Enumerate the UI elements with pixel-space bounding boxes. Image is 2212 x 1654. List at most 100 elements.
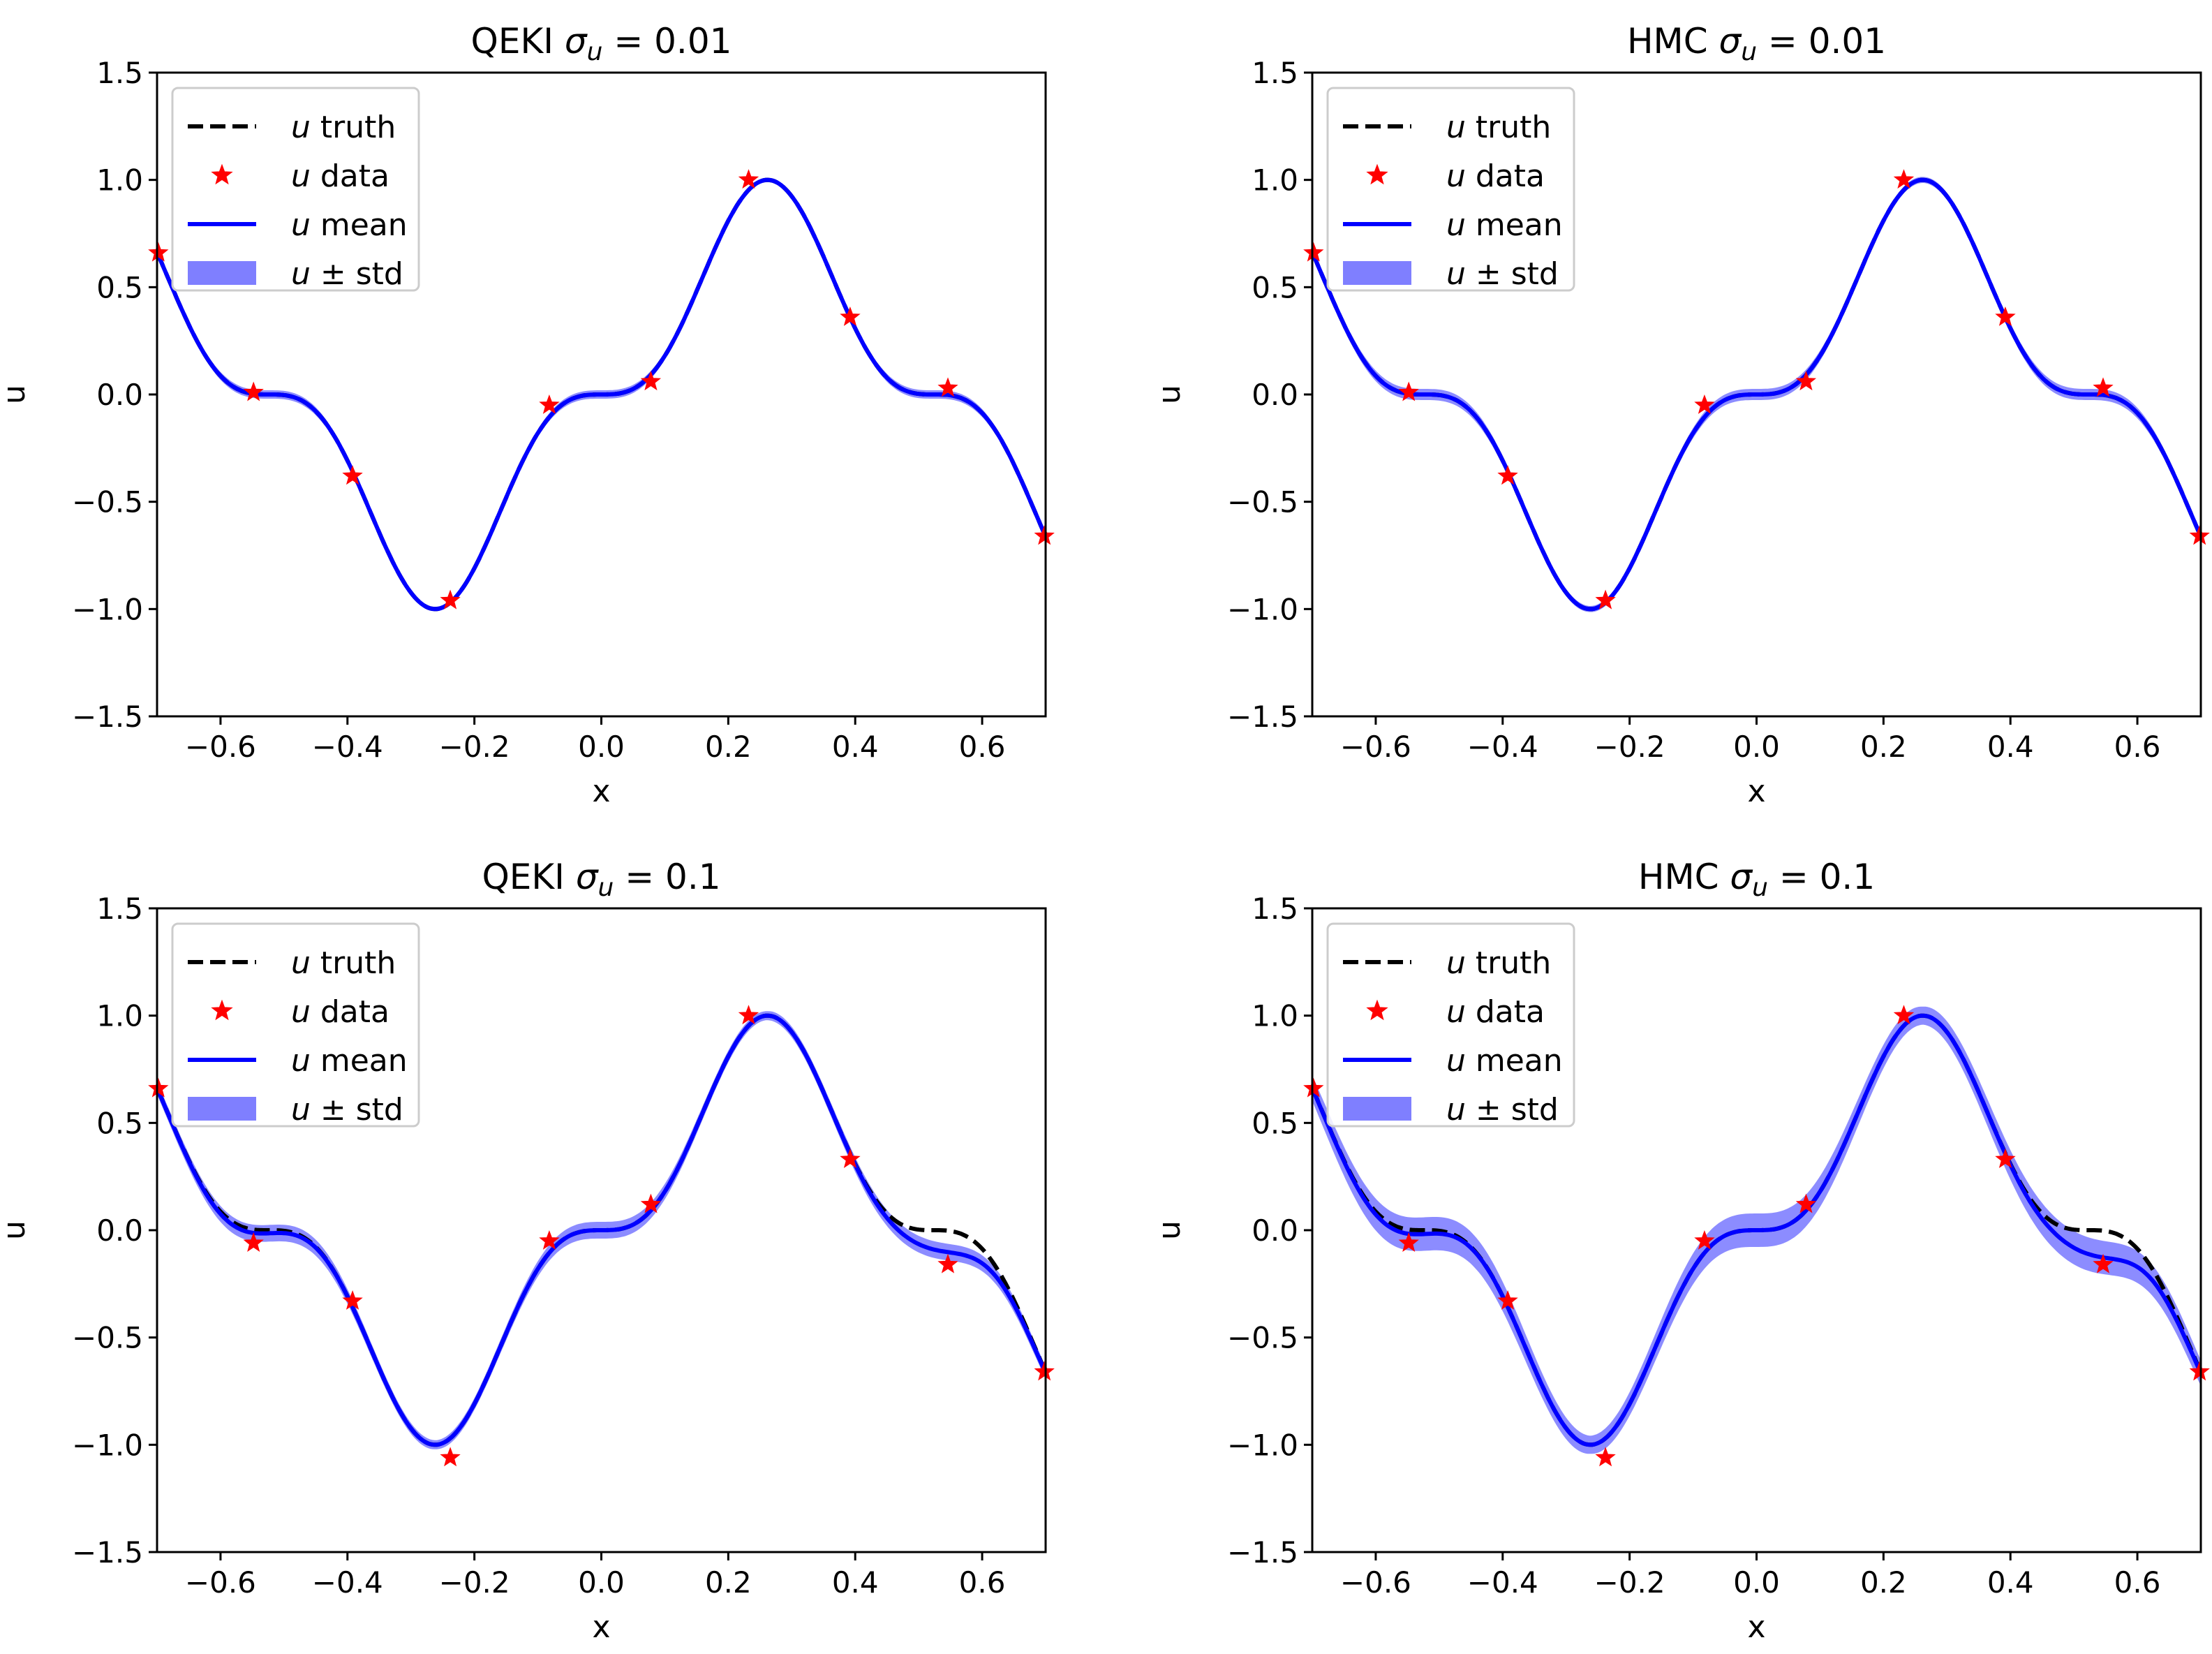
legend-label: u ± std bbox=[1446, 1092, 1559, 1128]
title-sigma: σ bbox=[565, 21, 588, 61]
data-point bbox=[840, 306, 861, 326]
x-axis-label: x bbox=[1747, 774, 1765, 809]
legend-text: mean bbox=[1466, 1043, 1563, 1079]
legend-handle-data bbox=[211, 163, 233, 185]
legend-var: u bbox=[291, 158, 311, 194]
data-point bbox=[539, 394, 560, 414]
x-tick-label: 0.2 bbox=[705, 1565, 752, 1600]
y-tick-label: −1.5 bbox=[72, 1535, 143, 1570]
legend-label: u truth bbox=[291, 110, 396, 145]
x-tick-label: 0.0 bbox=[578, 730, 625, 764]
data-point bbox=[539, 1230, 560, 1250]
legend-var: u bbox=[1446, 994, 1466, 1030]
mean-line bbox=[157, 1013, 1046, 1447]
x-tick-label: 0.2 bbox=[1860, 1565, 1907, 1600]
y-axis-label: u bbox=[0, 1220, 32, 1240]
legend-label: u truth bbox=[1446, 945, 1551, 981]
x-tick-label: 0.0 bbox=[578, 1565, 625, 1600]
legend-handle-band bbox=[188, 1097, 256, 1121]
data-point bbox=[342, 1290, 363, 1310]
plot-area bbox=[1312, 1006, 2201, 1454]
legend-var: u bbox=[291, 256, 311, 292]
y-tick-label: 1.5 bbox=[96, 56, 143, 90]
y-tick-label: 0.0 bbox=[1252, 1213, 1298, 1248]
legend-var: u bbox=[1446, 207, 1466, 243]
y-tick-label: 0.0 bbox=[96, 378, 143, 412]
x-axis-label: x bbox=[592, 1609, 610, 1645]
data-point bbox=[342, 465, 363, 485]
data-point bbox=[840, 1149, 861, 1169]
data-point bbox=[243, 1232, 264, 1252]
data-point bbox=[2093, 1253, 2114, 1273]
legend-box bbox=[171, 922, 420, 1128]
legend-handle-data bbox=[1366, 163, 1388, 185]
title-value: = 0.1 bbox=[1768, 857, 1875, 897]
legend-text: truth bbox=[1466, 110, 1551, 145]
data-point bbox=[937, 1253, 958, 1273]
legend-label: u data bbox=[291, 994, 389, 1030]
x-tick-label: 0.4 bbox=[832, 730, 879, 764]
plot-area bbox=[157, 177, 1046, 612]
y-tick-label: −0.5 bbox=[1227, 1321, 1298, 1355]
y-tick-label: 1.5 bbox=[1252, 56, 1298, 90]
legend-box bbox=[1326, 87, 1575, 292]
y-tick-label: 1.0 bbox=[1252, 999, 1298, 1033]
data-point bbox=[1694, 1230, 1715, 1250]
title-method: HMC bbox=[1638, 857, 1730, 897]
y-tick-label: −1.0 bbox=[1227, 1428, 1298, 1462]
data-point bbox=[1497, 465, 1518, 485]
legend-text: data bbox=[311, 158, 389, 194]
legend-box bbox=[171, 87, 420, 292]
data-point bbox=[640, 371, 662, 391]
y-tick-label: −1.0 bbox=[1227, 592, 1298, 626]
x-tick-label: 0.4 bbox=[1987, 730, 2034, 764]
data-points bbox=[148, 1005, 1055, 1467]
legend-var: u bbox=[291, 945, 311, 981]
x-tick-label: 0.4 bbox=[832, 1565, 879, 1600]
y-tick-label: −1.0 bbox=[72, 1428, 143, 1462]
x-tick-label: −0.2 bbox=[439, 1565, 510, 1600]
legend-text: mean bbox=[311, 1043, 408, 1079]
legend-handle-band bbox=[1343, 261, 1411, 285]
x-tick-label: −0.6 bbox=[185, 1565, 256, 1600]
data-point bbox=[937, 377, 958, 397]
y-axis-label: u bbox=[0, 385, 32, 404]
legend-var: u bbox=[1446, 256, 1466, 292]
data-point bbox=[1034, 1361, 1055, 1381]
x-tick-label: 0.4 bbox=[1987, 1565, 2034, 1600]
legend-label: u truth bbox=[291, 945, 396, 981]
y-tick-label: 1.0 bbox=[1252, 163, 1298, 198]
title-subscript: u bbox=[587, 38, 603, 66]
x-tick-label: −0.2 bbox=[1594, 730, 1665, 764]
data-point bbox=[1595, 1447, 1616, 1467]
legend-var: u bbox=[291, 1043, 311, 1079]
title-value: = 0.1 bbox=[614, 857, 720, 897]
title-method: QEKI bbox=[471, 21, 565, 61]
x-axis-label: x bbox=[1747, 1609, 1765, 1645]
y-tick-label: 0.5 bbox=[1252, 1106, 1298, 1140]
y-tick-label: 0.0 bbox=[1252, 378, 1298, 412]
legend-handle-data bbox=[1366, 999, 1388, 1021]
legend-handle-band bbox=[188, 261, 256, 285]
data-point bbox=[1303, 242, 1324, 262]
data-point bbox=[2189, 525, 2210, 545]
data-point bbox=[148, 242, 169, 262]
legend-text: ± std bbox=[311, 1092, 403, 1128]
data-point bbox=[243, 381, 264, 401]
y-tick-label: −0.5 bbox=[72, 1321, 143, 1355]
legend-text: truth bbox=[311, 110, 396, 145]
data-point bbox=[738, 1005, 759, 1025]
subplot-2: −0.6 −0.4 −0.2 0.0 0.2 0.4 0.6 −1.5 −1.0 −0.5 0.0 0… bbox=[1152, 21, 2210, 809]
y-tick-label: −1.5 bbox=[72, 700, 143, 734]
legend-label: u mean bbox=[291, 1043, 408, 1079]
legend-var: u bbox=[1446, 1043, 1466, 1079]
x-tick-label: 0.6 bbox=[959, 730, 1006, 764]
y-tick-label: −1.5 bbox=[1227, 700, 1298, 734]
x-tick-label: −0.6 bbox=[1340, 730, 1411, 764]
legend-label: u ± std bbox=[291, 256, 403, 292]
x-tick-label: 0.6 bbox=[2114, 730, 2161, 764]
mean-line bbox=[1312, 177, 2201, 612]
